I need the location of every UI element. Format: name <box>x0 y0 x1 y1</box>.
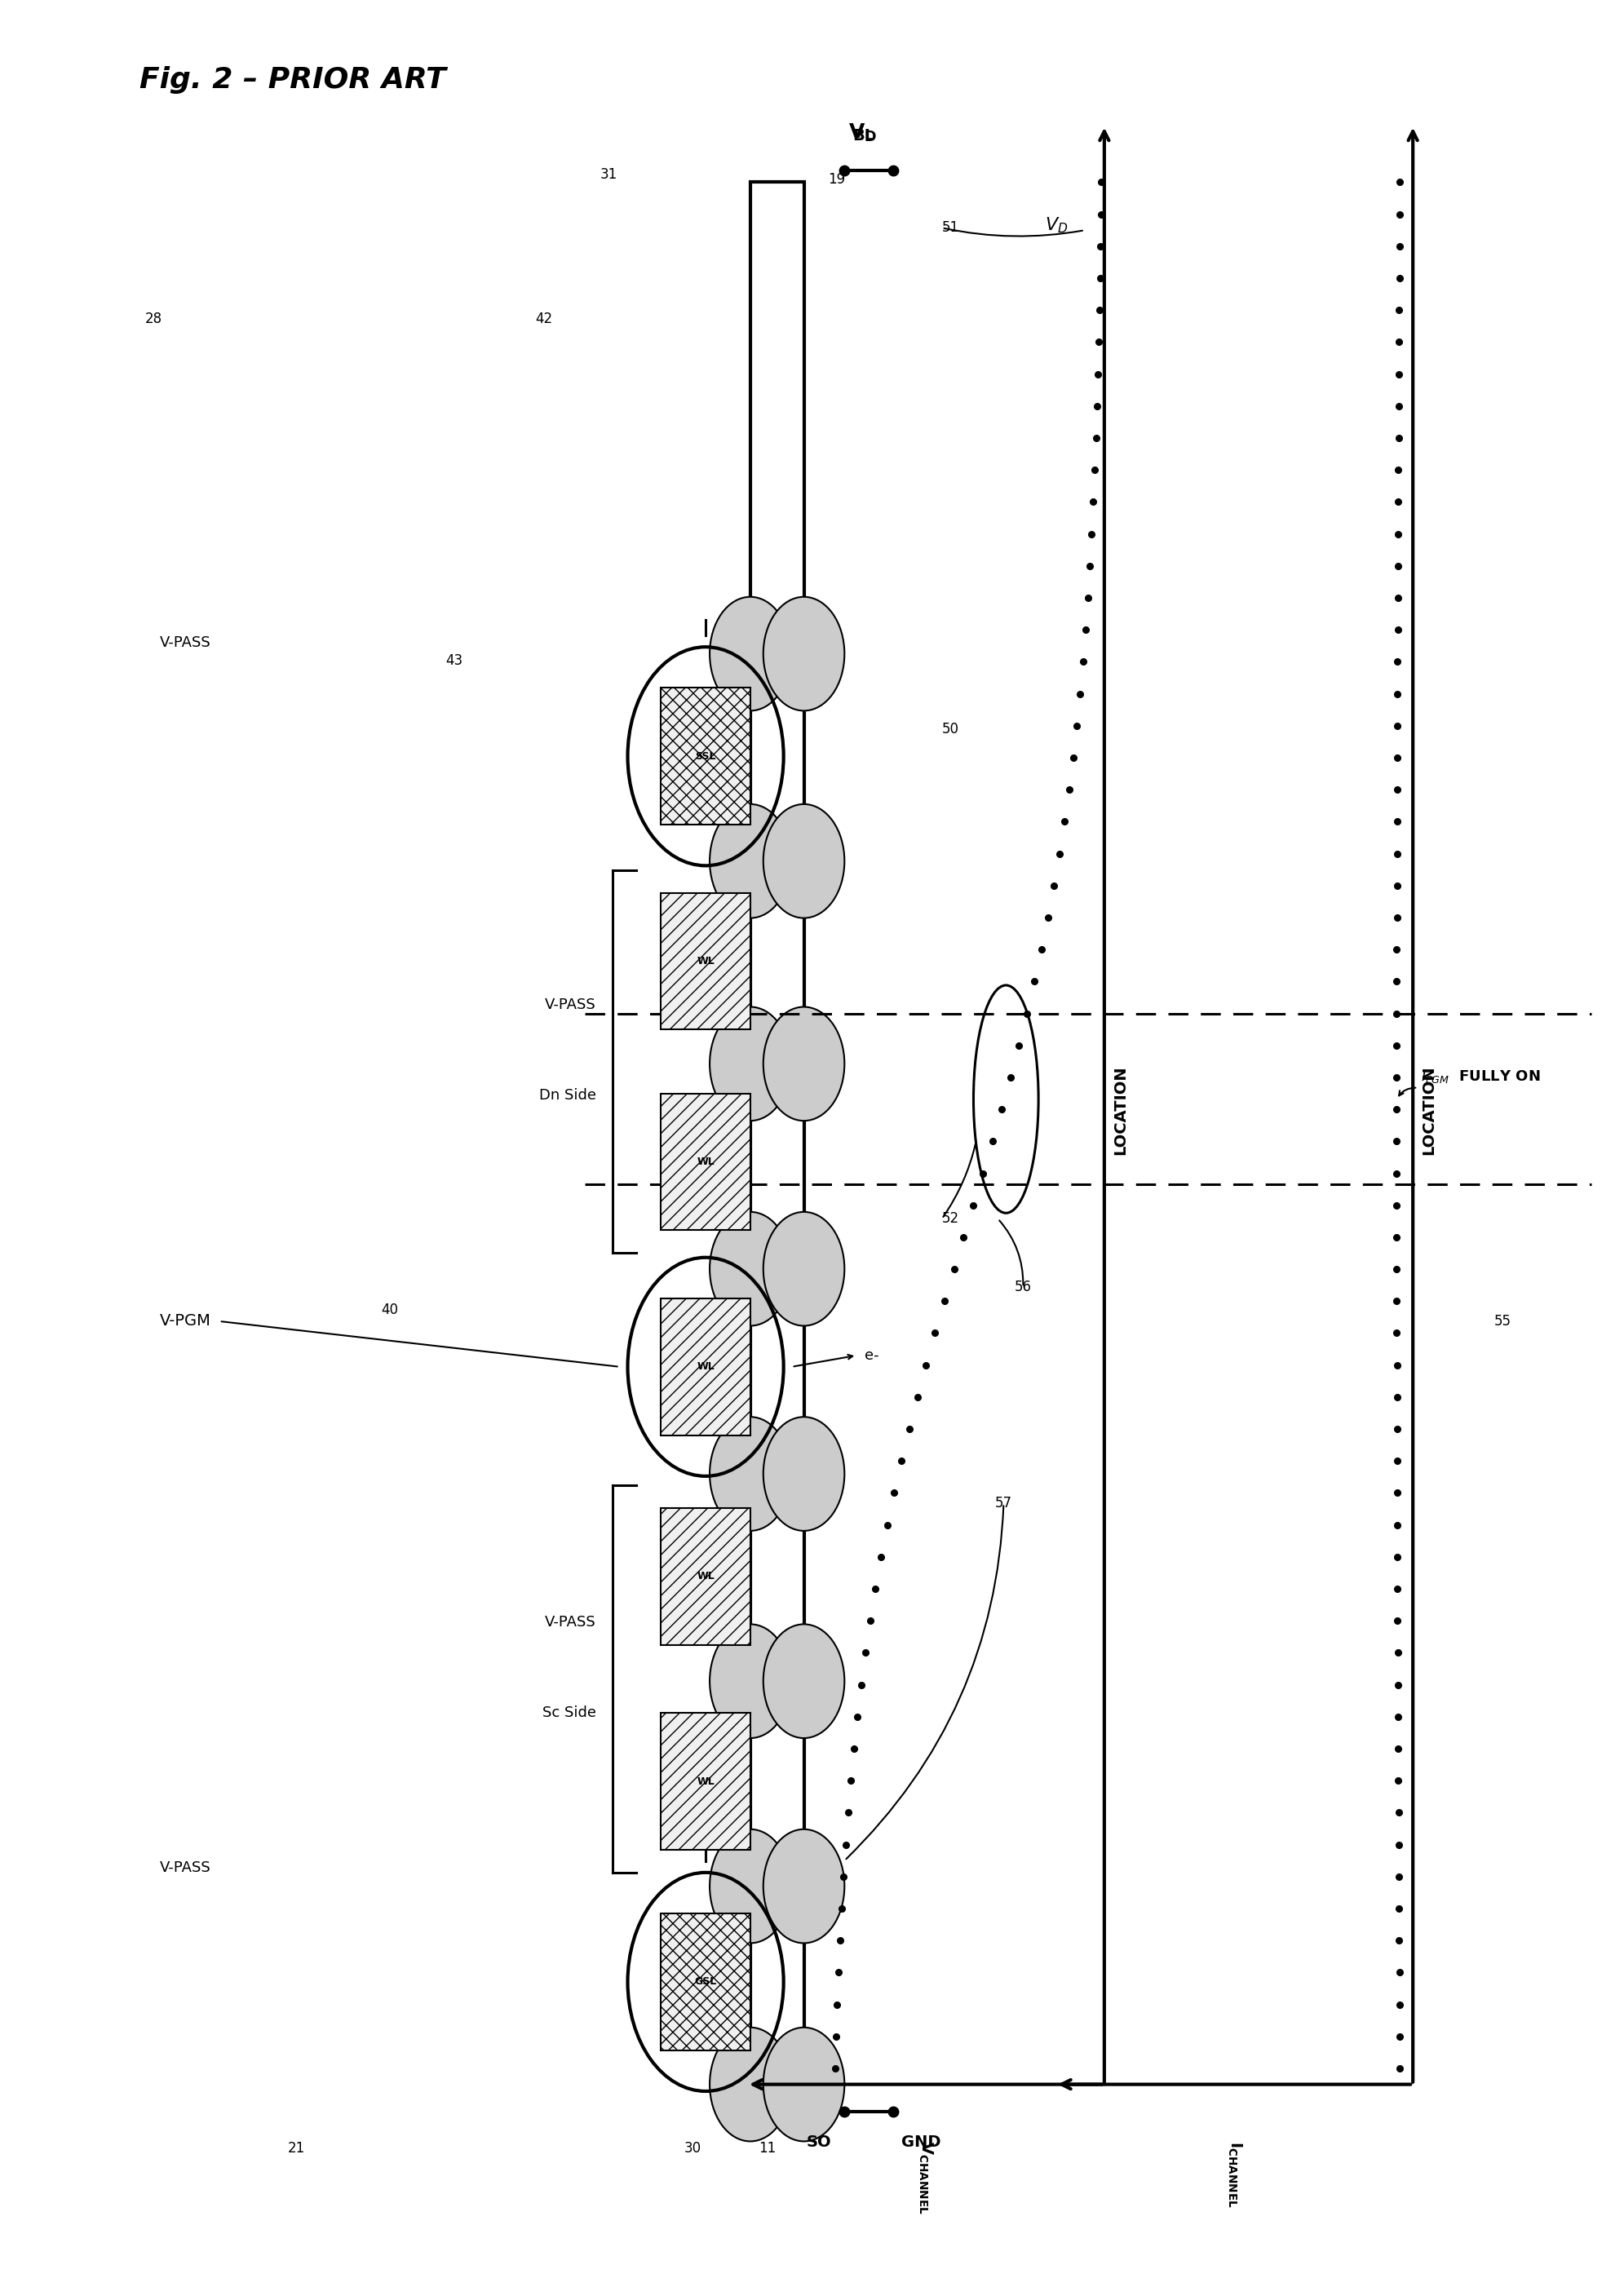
Text: 56: 56 <box>1015 1280 1031 1294</box>
Text: V-PGM: V-PGM <box>159 1314 211 1328</box>
Text: Fig. 2 – PRIOR ART: Fig. 2 – PRIOR ART <box>140 66 445 93</box>
Text: SO: SO <box>807 2134 831 2150</box>
Text: 55: 55 <box>1494 1314 1512 1328</box>
Text: 19: 19 <box>828 173 846 187</box>
Bar <box>750 182 804 2100</box>
Text: 30: 30 <box>684 2141 702 2155</box>
Circle shape <box>710 1417 791 1531</box>
Text: $\mathregular{I_{CHANNEL}}$: $\mathregular{I_{CHANNEL}}$ <box>1226 2141 1242 2207</box>
Circle shape <box>763 1212 844 1326</box>
Text: $I_{PGM}$  FULLY ON: $I_{PGM}$ FULLY ON <box>1421 1068 1541 1084</box>
Text: 57: 57 <box>996 1497 1012 1510</box>
Circle shape <box>763 804 844 918</box>
Circle shape <box>710 597 791 711</box>
Circle shape <box>763 1007 844 1121</box>
Text: $\mathbf{V_D}$: $\mathbf{V_D}$ <box>848 123 877 144</box>
Text: LOCATION: LOCATION <box>1112 1066 1129 1155</box>
Bar <box>661 1713 750 1850</box>
Text: 43: 43 <box>445 654 463 667</box>
Text: GND: GND <box>901 2134 940 2150</box>
Circle shape <box>763 1417 844 1531</box>
Circle shape <box>763 1829 844 1943</box>
Bar <box>661 1914 750 2050</box>
Text: V-PASS: V-PASS <box>159 1861 211 1875</box>
Circle shape <box>710 1829 791 1943</box>
Text: V-PASS: V-PASS <box>159 636 211 649</box>
Text: 40: 40 <box>380 1303 398 1317</box>
Circle shape <box>710 1212 791 1326</box>
Text: 52: 52 <box>942 1212 960 1226</box>
Text: e-: e- <box>866 1349 879 1362</box>
Text: GSL: GSL <box>695 1977 716 1986</box>
Bar <box>661 1508 750 1645</box>
Text: 11: 11 <box>758 2141 776 2155</box>
Text: LOCATION: LOCATION <box>1421 1066 1437 1155</box>
Text: Sc Side: Sc Side <box>542 1706 596 1720</box>
Circle shape <box>763 2027 844 2141</box>
Text: WL: WL <box>697 1362 715 1371</box>
Circle shape <box>710 804 791 918</box>
Text: V-PASS: V-PASS <box>544 1615 596 1629</box>
Circle shape <box>763 597 844 711</box>
Text: $V_D$: $V_D$ <box>1044 216 1069 235</box>
Text: 31: 31 <box>601 169 617 182</box>
Circle shape <box>763 1624 844 1738</box>
Bar <box>661 1298 750 1435</box>
Text: WL: WL <box>697 1777 715 1786</box>
Circle shape <box>710 1007 791 1121</box>
Bar <box>661 688 750 825</box>
Text: 28: 28 <box>145 312 162 326</box>
Text: 50: 50 <box>942 722 960 736</box>
Circle shape <box>710 1624 791 1738</box>
Text: 42: 42 <box>534 312 552 326</box>
Text: SSL: SSL <box>695 752 716 761</box>
Text: WL: WL <box>697 1572 715 1581</box>
Text: 21: 21 <box>287 2141 305 2155</box>
Text: BL: BL <box>853 128 875 144</box>
Text: V-PASS: V-PASS <box>544 998 596 1011</box>
Text: WL: WL <box>697 1157 715 1166</box>
Circle shape <box>710 2027 791 2141</box>
Text: Dn Side: Dn Side <box>539 1089 596 1103</box>
Text: $\mathregular{V_{CHANNEL}}$: $\mathregular{V_{CHANNEL}}$ <box>918 2141 934 2214</box>
Text: 51: 51 <box>942 221 960 235</box>
Bar <box>661 1093 750 1230</box>
Bar <box>661 893 750 1030</box>
Text: WL: WL <box>697 957 715 966</box>
